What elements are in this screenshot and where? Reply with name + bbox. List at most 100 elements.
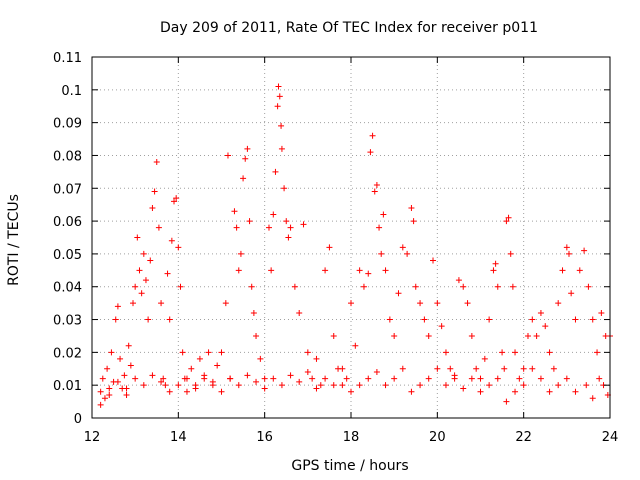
- data-point: [330, 382, 337, 389]
- data-point: [153, 159, 160, 166]
- data-point: [140, 382, 147, 389]
- data-point: [248, 283, 255, 290]
- data-point: [201, 372, 208, 379]
- data-point: [464, 300, 471, 307]
- data-point: [326, 244, 333, 251]
- data-point: [486, 316, 493, 323]
- data-point: [501, 365, 508, 372]
- data-point: [348, 300, 354, 307]
- data-point: [142, 277, 149, 284]
- data-point: [117, 355, 124, 362]
- data-point: [140, 250, 147, 257]
- data-point: [417, 382, 424, 389]
- data-point: [512, 349, 519, 356]
- data-point: [244, 372, 251, 379]
- data-point: [291, 283, 298, 290]
- data-point: [125, 342, 132, 349]
- data-point: [516, 375, 523, 382]
- data-point: [486, 382, 493, 389]
- data-point: [244, 145, 251, 152]
- data-point: [460, 385, 467, 392]
- data-point: [147, 257, 154, 264]
- data-point: [175, 382, 182, 389]
- data-point: [565, 250, 572, 257]
- data-point: [237, 250, 244, 257]
- data-point: [598, 309, 605, 316]
- data-point: [287, 224, 294, 231]
- data-point: [477, 388, 484, 395]
- data-point: [177, 283, 184, 290]
- data-point: [395, 290, 402, 297]
- data-point: [438, 323, 445, 330]
- data-point: [455, 277, 462, 284]
- data-point: [572, 388, 579, 395]
- data-point: [97, 388, 104, 395]
- data-point: [520, 365, 527, 372]
- data-point: [164, 270, 171, 277]
- data-point: [275, 83, 282, 90]
- data-point: [373, 181, 380, 188]
- data-point: [132, 375, 139, 382]
- data-point: [270, 375, 277, 382]
- data-point: [583, 382, 590, 389]
- data-point: [209, 378, 216, 385]
- data-point: [425, 332, 432, 339]
- data-point: [585, 283, 592, 290]
- data-point: [425, 375, 432, 382]
- x-tick-labels: 12 14 16 18 20 22 24: [84, 430, 619, 445]
- data-point: [594, 349, 601, 356]
- data-point: [183, 375, 190, 382]
- data-point: [123, 392, 130, 399]
- y-tick-label: 0.08: [53, 149, 82, 164]
- axis-ticks: [91, 56, 611, 419]
- data-point: [537, 375, 544, 382]
- data-point: [268, 267, 275, 274]
- data-point: [555, 382, 562, 389]
- data-point: [563, 375, 570, 382]
- data-point: [596, 375, 603, 382]
- data-point: [261, 375, 268, 382]
- data-point: [477, 375, 484, 382]
- data-point: [227, 375, 234, 382]
- data-point: [127, 362, 134, 369]
- data-point: [114, 378, 121, 385]
- data-point: [218, 388, 225, 395]
- data-point: [430, 257, 437, 264]
- data-point: [235, 382, 242, 389]
- y-tick-label: 0.07: [53, 182, 82, 197]
- data-point: [149, 204, 156, 211]
- data-point: [468, 375, 475, 382]
- data-point: [205, 349, 212, 356]
- data-point: [451, 372, 458, 379]
- chart-title: Day 209 of 2011, Rate Of TEC Index for r…: [160, 20, 538, 36]
- data-point: [367, 149, 374, 156]
- data-point: [188, 365, 195, 372]
- data-point: [568, 290, 575, 297]
- data-point: [369, 132, 376, 139]
- data-point: [373, 369, 380, 376]
- data-point: [108, 349, 115, 356]
- data-point: [112, 316, 119, 323]
- data-point: [270, 211, 277, 218]
- data-point: [265, 224, 272, 231]
- data-point: [412, 283, 419, 290]
- data-point: [278, 145, 285, 152]
- x-tick-label: 16: [256, 430, 273, 445]
- data-point: [246, 218, 253, 225]
- data-point: [339, 382, 346, 389]
- x-axis-label: GPS time / hours: [291, 458, 408, 474]
- data-point: [218, 349, 225, 356]
- data-point: [304, 349, 311, 356]
- data-point: [168, 237, 175, 244]
- data-point: [399, 365, 406, 372]
- data-point: [123, 385, 130, 392]
- data-point: [382, 267, 389, 274]
- data-point: [365, 375, 372, 382]
- data-point: [546, 349, 553, 356]
- data-point: [132, 283, 139, 290]
- data-point: [274, 103, 281, 110]
- data-point: [589, 316, 596, 323]
- data-point: [343, 375, 350, 382]
- data-point: [371, 188, 378, 195]
- data-point: [503, 218, 510, 225]
